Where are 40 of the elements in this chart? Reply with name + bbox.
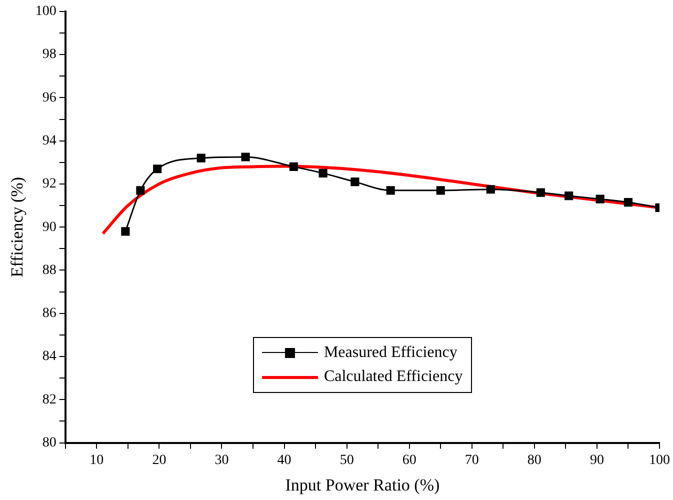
point	[536, 188, 545, 197]
y-tick-label: 100	[35, 4, 56, 20]
x-tick-label: 80	[527, 452, 542, 468]
point	[436, 186, 445, 195]
y-tick-label: 92	[42, 176, 56, 192]
point	[624, 198, 633, 207]
point	[196, 154, 206, 162]
x-tick-label: 60	[402, 452, 416, 468]
point	[350, 178, 360, 186]
point	[121, 227, 130, 236]
y-axis-title: Efficiency (%)	[8, 176, 27, 278]
x-axis-title: Input Power Ratio (%)	[285, 475, 440, 494]
x-tick-label: 50	[340, 452, 354, 468]
x-tick-label: 70	[464, 452, 479, 468]
x-tick-label: 30	[214, 452, 229, 468]
point	[564, 192, 574, 200]
point	[486, 185, 495, 194]
y-tick-label: 84	[42, 349, 56, 364]
y-tick-label: 80	[42, 435, 56, 450]
y-tick-label: 98	[42, 47, 56, 62]
x-tick-label: 20	[152, 452, 166, 468]
x-tick-label: 100	[649, 452, 670, 468]
point	[596, 194, 604, 204]
point	[386, 186, 395, 195]
y-tick-label: 88	[42, 262, 56, 278]
point	[153, 164, 162, 174]
y-tick-label: 96	[42, 90, 56, 106]
y-tick-label: 90	[42, 220, 56, 235]
point	[136, 186, 145, 195]
y-tick-label: 86	[42, 306, 56, 322]
x-tick-label: 90	[590, 452, 604, 468]
point	[241, 152, 250, 162]
x-tick-label: 40	[277, 452, 292, 468]
y-tick-label: 82	[42, 392, 56, 408]
point	[318, 168, 328, 178]
point	[289, 162, 298, 171]
legend-label: Calculated Efficiency	[324, 368, 463, 386]
legend-label: Measured Efficiency	[324, 344, 458, 362]
x-tick-label: 10	[90, 452, 104, 468]
y-tick-label: 94	[42, 133, 56, 148]
